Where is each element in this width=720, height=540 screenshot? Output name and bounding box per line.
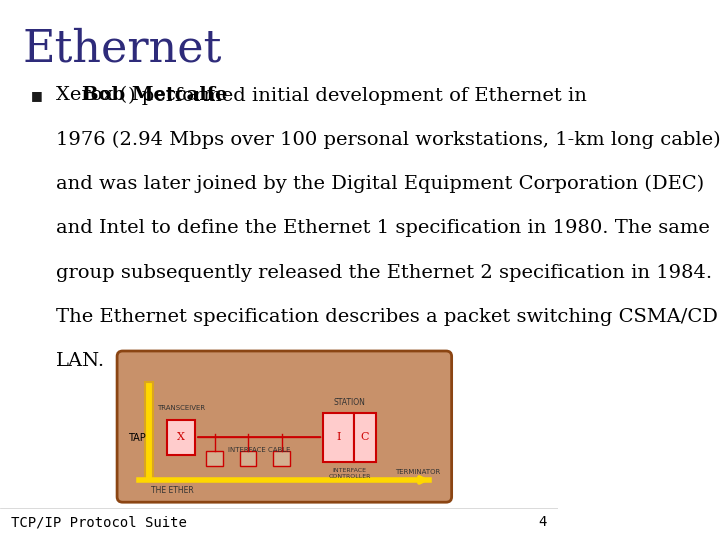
Text: INTERFACE
CONTROLLER: INTERFACE CONTROLLER <box>328 468 371 479</box>
Bar <box>273 451 290 466</box>
Text: Bob Metcalfe: Bob Metcalfe <box>82 86 228 104</box>
Bar <box>240 451 256 466</box>
Text: and Intel to define the Ethernet 1 specification in 1980. The same: and Intel to define the Ethernet 1 speci… <box>55 219 710 237</box>
FancyBboxPatch shape <box>117 351 451 502</box>
Text: THE ETHER: THE ETHER <box>150 487 193 495</box>
Text: TERMINATOR: TERMINATOR <box>395 469 441 475</box>
Text: I: I <box>336 433 341 442</box>
Text: Ethernet: Ethernet <box>22 27 222 70</box>
Bar <box>167 420 195 455</box>
Bar <box>354 413 376 462</box>
Text: LAN.: LAN. <box>55 352 105 370</box>
Text: TRANSCEIVER: TRANSCEIVER <box>157 406 205 411</box>
Text: 1976 (2.94 Mbps over 100 personal workstations, 1-km long cable): 1976 (2.94 Mbps over 100 personal workst… <box>55 131 720 149</box>
Text: TAP: TAP <box>128 433 146 443</box>
Bar <box>323 413 354 462</box>
Text: X: X <box>177 432 185 442</box>
Text: STATION: STATION <box>333 397 366 407</box>
Text: INTERFACE CABLE: INTERFACE CABLE <box>228 447 290 453</box>
Text: TCP/IP Protocol Suite: TCP/IP Protocol Suite <box>11 515 187 529</box>
Text: 4: 4 <box>538 515 546 529</box>
Text: The Ethernet specification describes a packet switching CSMA/CD: The Ethernet specification describes a p… <box>55 308 718 326</box>
Text: ■: ■ <box>31 89 42 102</box>
Bar <box>145 382 153 481</box>
Text: group subsequently released the Ethernet 2 specification in 1984.: group subsequently released the Ethernet… <box>55 264 712 281</box>
Bar <box>207 451 223 466</box>
Text: ) performed initial development of Ethernet in: ) performed initial development of Ether… <box>127 86 587 105</box>
Text: and was later joined by the Digital Equipment Corporation (DEC): and was later joined by the Digital Equi… <box>55 175 704 193</box>
Text: C: C <box>361 433 369 442</box>
Text: Xerox (: Xerox ( <box>55 86 127 104</box>
